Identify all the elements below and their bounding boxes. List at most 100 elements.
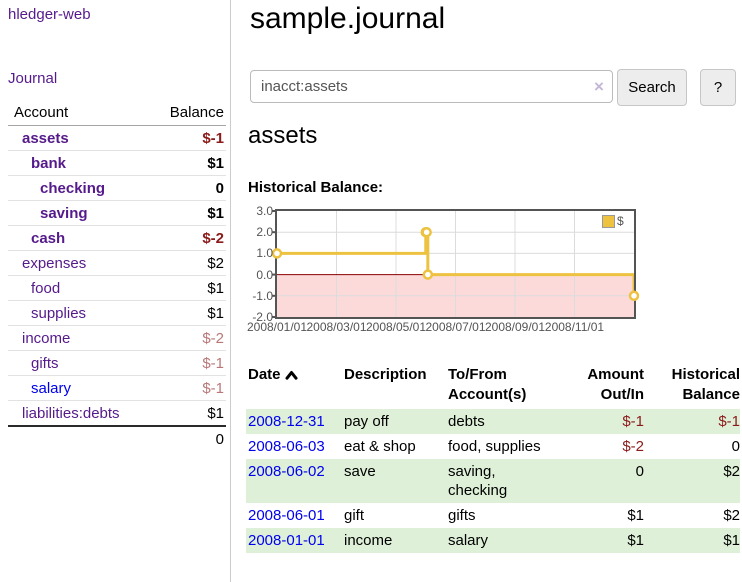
account-balance: $1 <box>153 301 226 326</box>
account-row: bank$1 <box>8 151 226 176</box>
accounts-body: assets$-1bank$1checking0saving$1cash$-2e… <box>8 126 226 427</box>
register-row: 2008-12-31pay offdebts$-1$-1 <box>246 409 740 434</box>
register-amount-cell: $-2 <box>564 434 644 459</box>
account-row: assets $-1 <box>8 126 226 151</box>
register-header-date[interactable]: Date <box>246 362 344 409</box>
register-date-cell: 2008-06-03 <box>246 434 344 459</box>
transaction-date-link[interactable]: 2008-12-31 <box>248 413 325 430</box>
account-balance: $1 <box>153 401 226 427</box>
accounts-header-account: Account <box>8 100 153 126</box>
accounts-total-value: 0 <box>153 426 226 451</box>
search-button[interactable]: Search <box>617 69 687 106</box>
register-amount-cell: 0 <box>564 459 644 503</box>
account-balance: $-1 <box>153 351 226 376</box>
accounts-total-row: 0 <box>8 426 226 451</box>
register-header-row: Date Description To/From Account(s) Amou… <box>246 362 740 409</box>
historical-balance-chart: 3.02.01.00.0-1.0-2.02008/01/012008/03/01… <box>245 203 742 340</box>
register-row: 2008-01-01incomesalary$1$1 <box>246 528 740 553</box>
legend-swatch-icon <box>602 215 615 228</box>
x-axis-tick-label: 2008/11/01 <box>540 320 610 334</box>
register-description-cell: gift <box>344 503 448 528</box>
register-header-amount: Amount Out/In <box>564 362 644 409</box>
sidebar-account-link-salary[interactable]: salary <box>31 380 71 397</box>
register-accounts-cell: gifts <box>448 503 564 528</box>
account-balance: $-1 <box>153 126 226 151</box>
register-accounts-cell: food, supplies <box>448 434 564 459</box>
account-row: supplies $1 <box>8 301 226 326</box>
y-axis-tick-label: 3.0 <box>245 204 273 218</box>
sidebar-account-link-checking[interactable]: checking <box>40 180 105 197</box>
account-row: income $-2 <box>8 326 226 351</box>
page-title: sample.journal <box>250 2 445 36</box>
register-date-cell: 2008-01-01 <box>246 528 344 553</box>
chart-title-label: Historical Balance: <box>248 179 383 196</box>
register-date-cell: 2008-06-01 <box>246 503 344 528</box>
sidebar-account-link-food[interactable]: food <box>31 280 60 297</box>
register-date-cell: 2008-06-02 <box>246 459 344 503</box>
transaction-date-link[interactable]: 2008-06-01 <box>248 507 325 524</box>
account-balance: $2 <box>153 251 226 276</box>
register-description-cell: save <box>344 459 448 503</box>
clear-search-icon[interactable]: × <box>594 77 604 97</box>
register-header-accounts: To/From Account(s) <box>448 362 564 409</box>
sidebar-account-link-liabilities-debts[interactable]: liabilities:debts <box>22 405 120 422</box>
y-axis-tick-label: -1.0 <box>245 289 273 303</box>
register-table: Date Description To/From Account(s) Amou… <box>246 362 740 553</box>
account-page-title: assets <box>248 122 317 150</box>
account-balance: $1 <box>153 201 226 226</box>
y-axis-tick-label: 0.0 <box>245 268 273 282</box>
sidebar-account-link-cash[interactable]: cash <box>31 230 65 247</box>
sidebar-account-link-assets[interactable]: assets <box>22 130 69 147</box>
register-balance-cell: $2 <box>644 503 740 528</box>
chart-canvas <box>245 203 742 338</box>
sidebar-account-link-bank[interactable]: bank <box>31 155 66 172</box>
account-balance: 0 <box>153 176 226 201</box>
sidebar-item-journal[interactable]: Journal <box>8 70 57 87</box>
accounts-total-spacer <box>8 426 153 451</box>
account-row: cash $-2 <box>8 226 226 251</box>
register-row: 2008-06-03 eat & shopfood, supplies$-20 <box>246 434 740 459</box>
search-input[interactable] <box>250 70 613 103</box>
account-row: salary $-1 <box>8 376 226 401</box>
help-button[interactable]: ? <box>700 69 736 106</box>
y-axis-tick-label: 1.0 <box>245 246 273 260</box>
chart-legend: $ <box>602 214 624 228</box>
sidebar: hledger-web Journal Account Balance asse… <box>0 0 231 582</box>
register-amount-cell: $1 <box>564 503 644 528</box>
accounts-header-balance: Balance <box>153 100 226 126</box>
transaction-date-link[interactable]: 2008-06-02 <box>248 463 325 480</box>
account-row: expenses $2 <box>8 251 226 276</box>
account-row: checking 0 <box>8 176 226 201</box>
sidebar-account-link-gifts[interactable]: gifts <box>31 355 59 372</box>
register-date-cell: 2008-12-31 <box>246 409 344 434</box>
register-description-cell: eat & shop <box>344 434 448 459</box>
account-balance: $1 <box>153 276 226 301</box>
transaction-date-link[interactable]: 2008-06-03 <box>248 438 325 455</box>
account-balance: $-2 <box>153 226 226 251</box>
register-accounts-cell: saving, checking <box>448 459 564 503</box>
sidebar-account-link-supplies[interactable]: supplies <box>31 305 86 322</box>
register-row: 2008-06-01 giftgifts$1$2 <box>246 503 740 528</box>
register-header-description: Description <box>344 362 448 409</box>
account-row: food $1 <box>8 276 226 301</box>
register-body: 2008-12-31pay offdebts$-1$-12008-06-03ea… <box>246 409 740 553</box>
sidebar-account-link-expenses[interactable]: expenses <box>22 255 86 272</box>
register-row: 2008-06-02savesaving, checking0$2 <box>246 459 740 503</box>
y-axis-tick-label: 2.0 <box>245 225 273 239</box>
transaction-date-link[interactable]: 2008-01-01 <box>248 532 325 549</box>
sidebar-account-link-income[interactable]: income <box>22 330 70 347</box>
sort-ascending-icon <box>285 367 298 384</box>
register-balance-cell: 0 <box>644 434 740 459</box>
register-accounts-cell: salary <box>448 528 564 553</box>
register-header-date-label: Date <box>248 366 281 383</box>
app-brand-link[interactable]: hledger-web <box>8 6 91 23</box>
account-row: gifts $-1 <box>8 351 226 376</box>
register-balance-cell: $1 <box>644 528 740 553</box>
register-accounts-cell: debts <box>448 409 564 434</box>
account-balance: $-1 <box>153 376 226 401</box>
sidebar-account-link-saving[interactable]: saving <box>40 205 88 222</box>
account-row: saving $1 <box>8 201 226 226</box>
register-balance-cell: $-1 <box>644 409 740 434</box>
account-balance: $-2 <box>153 326 226 351</box>
account-row: liabilities:debts $1 <box>8 401 226 427</box>
